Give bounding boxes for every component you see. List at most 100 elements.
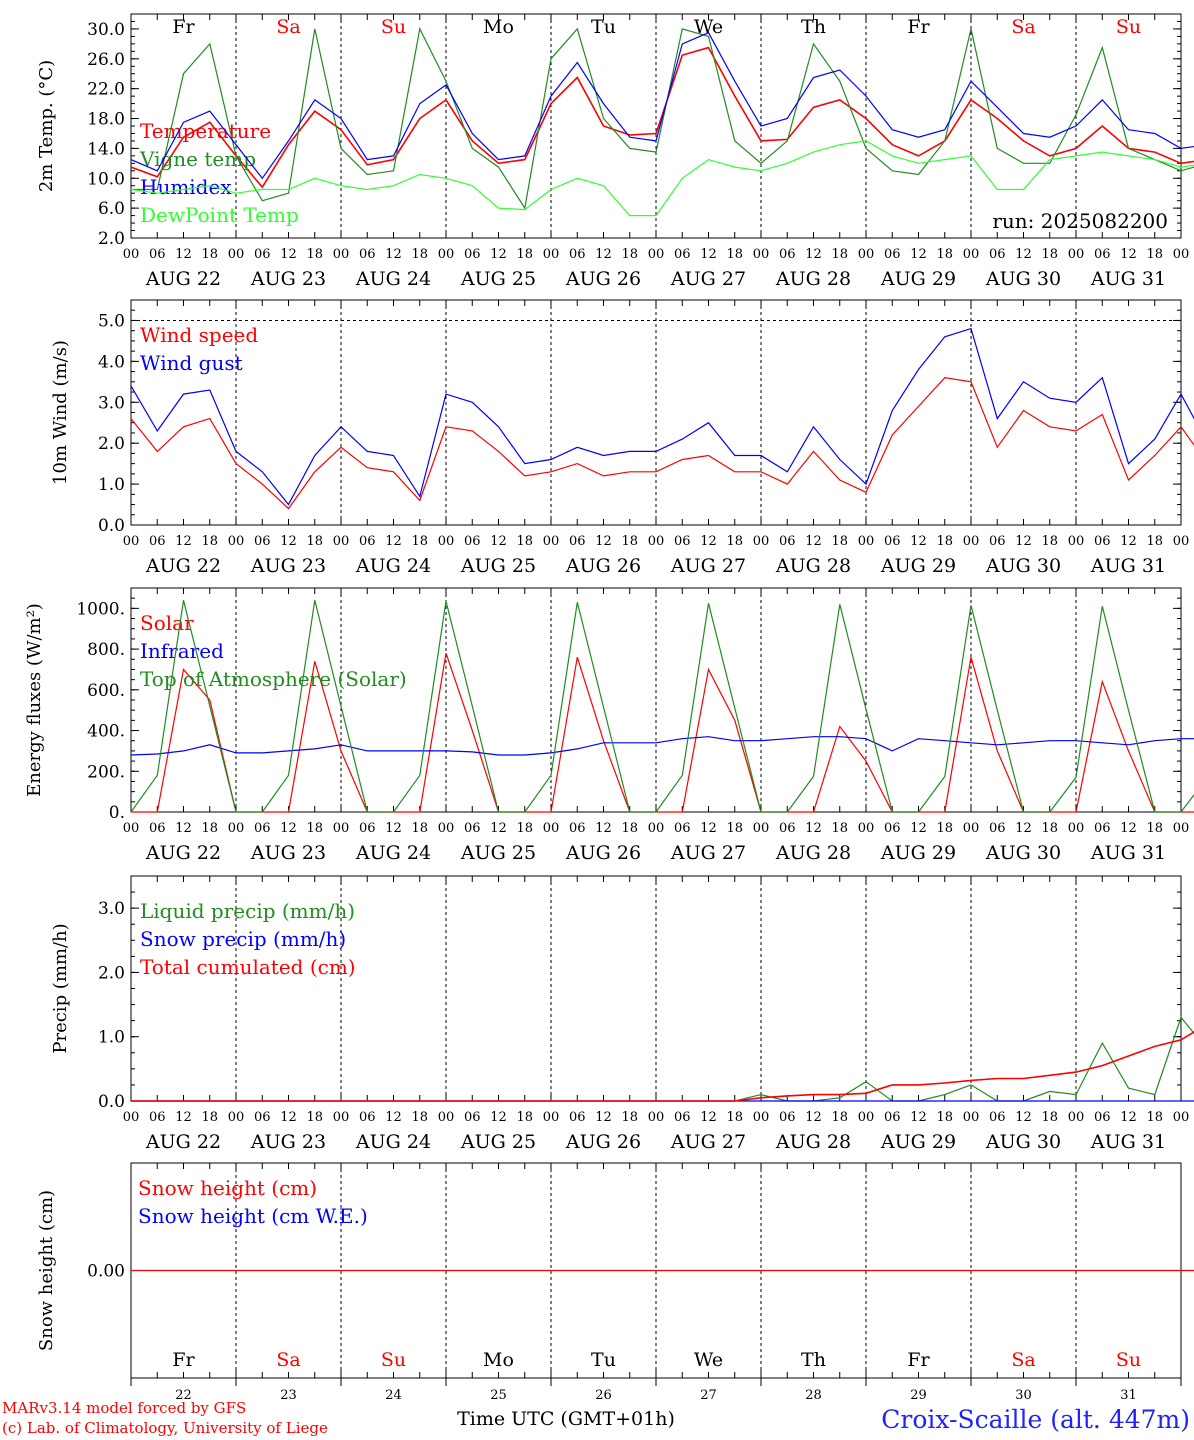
x-hour-label: 18: [306, 1110, 323, 1125]
x-hour-label: 18: [1146, 821, 1163, 836]
x-hour-label: 18: [726, 534, 743, 549]
weekday-label-top: Mo: [483, 16, 514, 38]
x-hour-label: 06: [674, 1110, 691, 1125]
x-hour-label: 12: [595, 534, 612, 549]
legend-entry: Solar: [140, 611, 194, 635]
x-hour-label: 06: [254, 1110, 271, 1125]
x-hour-label: 18: [1041, 534, 1058, 549]
weekday-label-bottom: We: [694, 1349, 723, 1371]
x-hour-label: 12: [595, 1110, 612, 1125]
footer-credit-line-1: MARv3.14 model forced by GFS: [2, 1399, 246, 1417]
x-hour-label: 18: [936, 821, 953, 836]
day-number-label: 23: [280, 1388, 297, 1403]
weekday-label-top: We: [694, 16, 723, 38]
y-tick-label: 6.0: [98, 199, 125, 219]
day-number-label: 28: [805, 1388, 822, 1403]
x-hour-label: 06: [359, 247, 376, 262]
x-hour-label: 00: [858, 247, 875, 262]
x-hour-label: 12: [385, 1110, 402, 1125]
legend-entry: Temperature: [140, 119, 271, 143]
day-number-label: 31: [1120, 1388, 1137, 1403]
legend-entry: Snow height (cm W.E.): [138, 1204, 368, 1228]
x-hour-label: 18: [1146, 534, 1163, 549]
x-date-label: AUG 25: [460, 842, 536, 864]
x-hour-label: 18: [726, 821, 743, 836]
x-date-label: AUG 27: [670, 555, 746, 577]
x-hour-label: 18: [516, 247, 533, 262]
x-hour-label: 00: [1173, 821, 1190, 836]
x-date-label: AUG 27: [670, 1131, 746, 1153]
x-date-label: AUG 28: [775, 555, 851, 577]
x-hour-label: 06: [149, 534, 166, 549]
weekday-label-bottom: Fr: [907, 1349, 930, 1371]
x-hour-label: 12: [700, 1110, 717, 1125]
x-hour-label: 12: [805, 1110, 822, 1125]
plot-frame: [130, 299, 1182, 526]
x-hour-label: 18: [516, 534, 533, 549]
weekday-label-top: Tu: [591, 16, 616, 38]
x-hour-label: 12: [595, 247, 612, 262]
y-tick-label: 22.0: [87, 80, 125, 100]
y-axis-label: Energy fluxes (W/m²): [24, 603, 45, 797]
x-hour-label: 06: [1094, 821, 1111, 836]
x-date-label: AUG 26: [565, 842, 641, 864]
x-date-label: AUG 24: [355, 555, 431, 577]
x-date-label: AUG 28: [775, 842, 851, 864]
legend-entry: Humidex: [140, 175, 232, 199]
x-hour-label: 12: [1015, 534, 1032, 549]
x-hour-label: 18: [306, 534, 323, 549]
series-line-infrared: [130, 736, 1194, 756]
x-date-label: AUG 26: [565, 1131, 641, 1153]
x-hour-label: 06: [149, 247, 166, 262]
y-tick-label: 14.0: [87, 139, 125, 159]
x-hour-label: 12: [805, 821, 822, 836]
y-tick-label: 2.0: [98, 963, 125, 983]
weekday-label-top: Fr: [172, 16, 195, 38]
x-hour-label: 12: [1015, 247, 1032, 262]
x-hour-label: 00: [1068, 247, 1085, 262]
series-line-total-cumulated-cm-: [131, 1031, 1194, 1102]
x-hour-label: 18: [201, 1110, 218, 1125]
x-hour-label: 00: [1173, 247, 1190, 262]
x-hour-label: 06: [359, 821, 376, 836]
x-hour-label: 00: [123, 1110, 140, 1125]
y-axis-label: Precip (mm/h): [50, 923, 71, 1053]
x-hour-label: 18: [411, 247, 428, 262]
weekday-label-bottom: Su: [1116, 1349, 1141, 1371]
y-tick-label: 3.0: [98, 899, 125, 919]
x-hour-label: 18: [1146, 247, 1163, 262]
x-date-label: AUG 22: [145, 268, 221, 290]
x-hour-label: 06: [149, 1110, 166, 1125]
x-hour-label: 18: [1041, 821, 1058, 836]
y-tick-label: 800.: [87, 640, 125, 660]
weekday-label-top: Fr: [907, 16, 930, 38]
x-hour-label: 00: [1068, 821, 1085, 836]
x-date-label: AUG 24: [355, 842, 431, 864]
x-date-label: AUG 30: [985, 268, 1061, 290]
x-hour-label: 06: [674, 247, 691, 262]
weekday-label-bottom: Sa: [276, 1349, 300, 1371]
x-hour-label: 06: [569, 534, 586, 549]
series-line-wind-gust: [130, 327, 1194, 506]
x-hour-label: 12: [595, 821, 612, 836]
x-hour-label: 06: [464, 821, 481, 836]
weekday-label-top: Th: [801, 16, 826, 38]
x-hour-label: 00: [438, 534, 455, 549]
x-hour-label: 12: [910, 821, 927, 836]
series-line-dewpoint-temp: [130, 140, 1194, 217]
station-title: Croix-Scaille (alt. 447m): [881, 1405, 1190, 1434]
weekday-label-bottom: Th: [801, 1349, 826, 1371]
x-hour-label: 00: [228, 247, 245, 262]
series-line-wind-speed: [130, 377, 1194, 510]
x-hour-label: 06: [779, 247, 796, 262]
legend-entry: Infrared: [140, 639, 224, 663]
plot-frame: [130, 587, 1182, 813]
x-hour-label: 06: [254, 247, 271, 262]
x-date-label: AUG 28: [775, 1131, 851, 1153]
y-axis-label: 2m Temp. (°C): [36, 60, 57, 192]
x-hour-label: 18: [201, 534, 218, 549]
y-tick-label: 4.0: [98, 352, 125, 372]
x-hour-label: 18: [936, 534, 953, 549]
day-number-label: 27: [700, 1388, 717, 1403]
x-hour-label: 12: [280, 821, 297, 836]
